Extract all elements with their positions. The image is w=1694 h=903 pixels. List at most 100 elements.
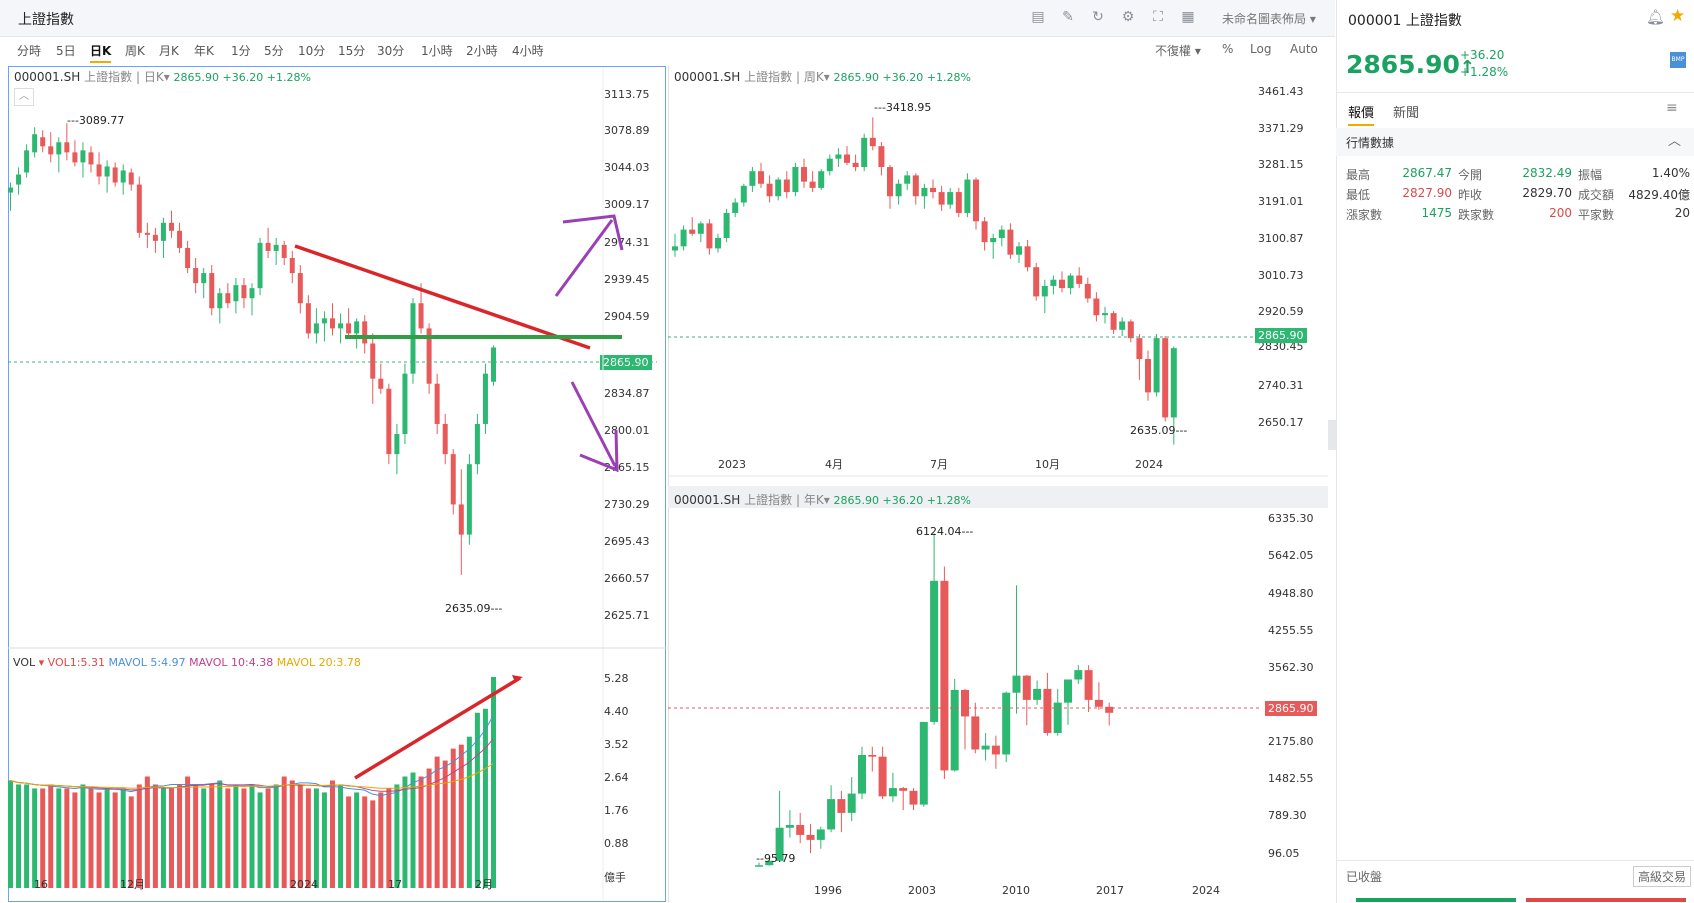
candle-body (1162, 338, 1169, 418)
tab-timeframe-7[interactable]: 5分 (264, 44, 284, 58)
candle-body (981, 745, 990, 750)
layout-selector[interactable]: 未命名圖表佈局 ▾ (1222, 12, 1316, 26)
yearly-quote: 2865.90 +36.20 +1.28% (833, 494, 971, 507)
collapse-handle[interactable] (1328, 420, 1336, 450)
mavol10-value: MAVOL 10:4.38 (189, 656, 274, 669)
up-arrow (554, 219, 614, 297)
candle-body (921, 187, 928, 197)
volume-bar (96, 792, 102, 888)
axes: 3113.75 3078.89 3044.03 3009.17 2974.31 2939.… (8, 67, 1328, 900)
volume-bar (48, 784, 54, 888)
chevron-up-icon[interactable]: ︿ (1668, 134, 1682, 149)
candle-body (909, 790, 918, 805)
weekly-name: 上證指數 (744, 70, 793, 84)
volume-bar (386, 788, 392, 888)
weekly-period[interactable]: 周K (803, 70, 824, 84)
volume-bar (144, 776, 150, 888)
volume-bars (8, 676, 496, 888)
volume-bar (402, 776, 408, 888)
weekly-xtick: 7月 (930, 458, 948, 471)
timeframe-bar (0, 37, 1335, 65)
volume-bar (330, 780, 335, 888)
tab-timeframe-11[interactable]: 1小時 (421, 44, 453, 58)
tab-timeframe-4[interactable]: 月K (159, 44, 179, 58)
layout-grid-icon[interactable]: ▦ (1181, 9, 1195, 25)
tab-timeframe-10[interactable]: 30分 (377, 44, 405, 58)
tab-news[interactable]: 新聞 (1393, 106, 1420, 121)
stat-value: 1.40% (1651, 166, 1690, 180)
indicator-icon[interactable]: ▤ (1031, 9, 1045, 25)
candle-body (827, 799, 836, 830)
volume-bar (24, 784, 30, 888)
candle-body (1053, 702, 1062, 733)
candle-body (1170, 348, 1177, 418)
tab-timeframe-12[interactable]: 2小時 (466, 44, 498, 58)
stat-value: 2827.90 (1402, 186, 1452, 200)
resistance-trendline (294, 244, 591, 350)
candle-body (120, 170, 126, 183)
yearly-price-tag: 2865.90 (1268, 702, 1314, 715)
fullscreen-icon[interactable]: ⛶ (1153, 9, 1163, 25)
candle-body (112, 167, 118, 183)
auto-toggle[interactable]: Auto (1290, 42, 1318, 56)
daily-price-tag: 2865.90 (603, 356, 649, 369)
candle-body (895, 183, 902, 197)
daily-ytick: 3044.03 (604, 161, 650, 174)
daily-ytick: 3078.89 (604, 124, 650, 137)
tab-timeframe-6[interactable]: 1分 (231, 44, 251, 58)
tab-timeframe-2[interactable]: 日K (90, 42, 112, 63)
section-bg (1336, 128, 1694, 156)
daily-ytick: 2800.01 (604, 424, 650, 437)
stat-key: 成交額 (1578, 188, 1615, 202)
gear-icon[interactable]: ⚙ (1121, 9, 1135, 25)
vol-ytick: 2.64 (604, 771, 629, 784)
candle-body (1064, 679, 1072, 703)
daily-period[interactable]: 日K (143, 70, 164, 84)
bell-icon[interactable]: 🔔︎ (1646, 8, 1666, 26)
candle-body (732, 202, 739, 213)
tab-timeframe-3[interactable]: 周K (125, 44, 145, 58)
log-toggle[interactable]: Log (1250, 42, 1272, 56)
yearly-ytick: 4948.80 (1268, 587, 1314, 600)
tab-timeframe-9[interactable]: 15分 (338, 44, 366, 58)
collapse-up-icon[interactable]: ︿ (14, 88, 34, 106)
percent-toggle[interactable]: % (1222, 42, 1234, 56)
vol-label: VOL (13, 656, 36, 669)
volume-bar (474, 712, 480, 888)
market-status: 已收盤 (1346, 870, 1383, 884)
refresh-icon[interactable]: ↻ (1092, 9, 1104, 25)
tab-quote[interactable]: 報價 (1348, 102, 1375, 126)
advanced-trade-button[interactable]: 高級交易 (1633, 866, 1692, 887)
chart-canvas[interactable]: 3113.75 3078.89 3044.03 3009.17 2974.31 2939.… (0, 0, 1336, 903)
candle-body (947, 192, 954, 205)
sell-button-edge[interactable] (1526, 898, 1686, 902)
stat-value: 4829.40億 (1628, 188, 1690, 202)
tab-timeframe-13[interactable]: 4小時 (512, 44, 544, 58)
candle-body (281, 244, 287, 258)
draw-pen-icon[interactable]: ✎ (1062, 9, 1074, 25)
tab-timeframe-8[interactable]: 10分 (298, 44, 326, 58)
buy-button-edge[interactable] (1356, 898, 1516, 902)
menu-icon[interactable]: ≡ (1666, 100, 1678, 116)
star-icon[interactable]: ★ (1670, 6, 1686, 26)
volume-header: VOL ▾ VOL1:5.31 MAVOL 5:4.97 MAVOL 10:4.… (13, 656, 361, 669)
yearly-period[interactable]: 年K (803, 493, 824, 507)
candle-body (1145, 359, 1151, 393)
candle-body (1016, 246, 1022, 255)
volume-bar (394, 784, 400, 888)
yearly-ytick: 3562.30 (1268, 661, 1314, 674)
adjust-selector[interactable]: 不復權 ▾ (1155, 44, 1201, 58)
yearly-ytick: 1482.55 (1268, 772, 1314, 785)
sidebar-change-pct: +1.28% (1460, 65, 1509, 79)
daily-low-label: 2635.09--- (445, 602, 502, 615)
daily-header: 000001.SH 上證指數 | 日K▾ 2865.90 +36.20 +1.2… (14, 70, 311, 84)
tab-timeframe-5[interactable]: 年K (194, 44, 214, 58)
tab-timeframe-1[interactable]: 5日 (56, 44, 76, 58)
tab-timeframe-0[interactable]: 分時 (17, 44, 42, 58)
yearly-candles (755, 533, 1114, 867)
candle-body (826, 158, 833, 172)
daily-ytick: 3113.75 (604, 88, 650, 101)
candle-body (706, 223, 713, 249)
candle-body (330, 318, 335, 329)
candle-body (1084, 283, 1091, 299)
